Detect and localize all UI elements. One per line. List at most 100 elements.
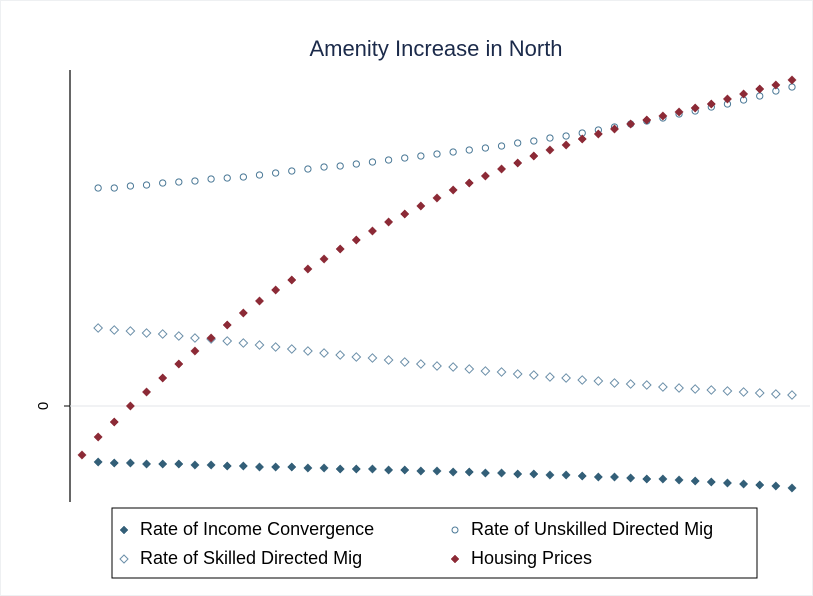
point — [545, 470, 555, 480]
point — [770, 389, 781, 399]
point — [739, 479, 749, 489]
point — [722, 94, 733, 104]
point — [303, 346, 313, 356]
point — [319, 348, 329, 358]
point — [626, 473, 636, 483]
point — [367, 226, 378, 236]
point — [561, 373, 571, 383]
legend-box — [111, 507, 758, 579]
point — [561, 470, 571, 480]
point — [706, 99, 716, 109]
point — [658, 111, 668, 121]
point — [464, 178, 474, 188]
point — [110, 184, 118, 192]
point — [658, 474, 668, 484]
chart-title: Amenity Increase in North — [309, 36, 562, 61]
point — [706, 385, 717, 395]
point — [190, 346, 200, 356]
point — [238, 308, 248, 318]
point — [206, 460, 216, 470]
point — [562, 132, 570, 140]
point — [416, 466, 426, 476]
point — [545, 372, 555, 382]
point — [449, 148, 457, 156]
point — [529, 151, 539, 161]
point — [625, 379, 636, 389]
point — [642, 474, 652, 484]
point — [771, 481, 781, 491]
point — [593, 376, 604, 386]
point — [158, 459, 168, 469]
point — [271, 462, 281, 472]
point — [320, 163, 328, 171]
point — [755, 480, 765, 490]
point — [157, 329, 168, 339]
point — [238, 338, 249, 348]
point — [529, 469, 539, 479]
point — [448, 362, 459, 372]
point — [319, 254, 329, 264]
point — [674, 107, 684, 117]
legend-marker — [450, 554, 460, 564]
point — [109, 417, 119, 427]
point — [174, 359, 184, 369]
point — [175, 178, 183, 186]
point — [690, 476, 700, 486]
point — [352, 160, 360, 168]
point — [448, 185, 458, 195]
point — [94, 184, 102, 192]
point — [173, 331, 184, 341]
point — [126, 182, 135, 190]
point — [738, 387, 749, 397]
point — [593, 129, 603, 139]
point — [384, 156, 393, 164]
point — [255, 171, 264, 179]
point — [577, 375, 588, 385]
point — [287, 275, 297, 285]
point — [351, 352, 362, 362]
point — [141, 328, 152, 338]
point — [206, 333, 216, 343]
point — [303, 264, 313, 274]
point — [93, 323, 104, 333]
point — [514, 139, 522, 147]
point — [400, 465, 410, 475]
point — [609, 472, 620, 482]
point — [754, 388, 765, 398]
point — [351, 235, 361, 245]
point — [222, 336, 233, 346]
point — [109, 325, 120, 335]
point — [545, 145, 555, 155]
point — [561, 140, 571, 150]
legend-marker — [119, 525, 129, 535]
point — [303, 463, 313, 473]
point — [401, 154, 409, 162]
point — [109, 458, 119, 468]
point — [739, 89, 749, 99]
point — [367, 464, 378, 474]
point — [480, 171, 490, 181]
point — [400, 209, 410, 219]
point — [496, 468, 507, 478]
point — [609, 378, 620, 388]
legend-marker — [119, 554, 129, 564]
legend-label: Rate of Income Convergence — [140, 519, 374, 539]
point — [271, 285, 281, 295]
y-tick-label: 0 — [35, 402, 52, 410]
point — [658, 382, 668, 392]
point — [125, 401, 135, 411]
point — [480, 468, 490, 478]
point — [125, 458, 135, 468]
point — [722, 478, 733, 488]
point — [93, 457, 103, 467]
point — [496, 367, 507, 377]
point — [287, 462, 297, 472]
point — [383, 355, 394, 365]
point — [351, 464, 361, 474]
point — [158, 373, 168, 383]
point — [336, 162, 344, 170]
point — [546, 134, 554, 142]
point — [384, 217, 394, 227]
